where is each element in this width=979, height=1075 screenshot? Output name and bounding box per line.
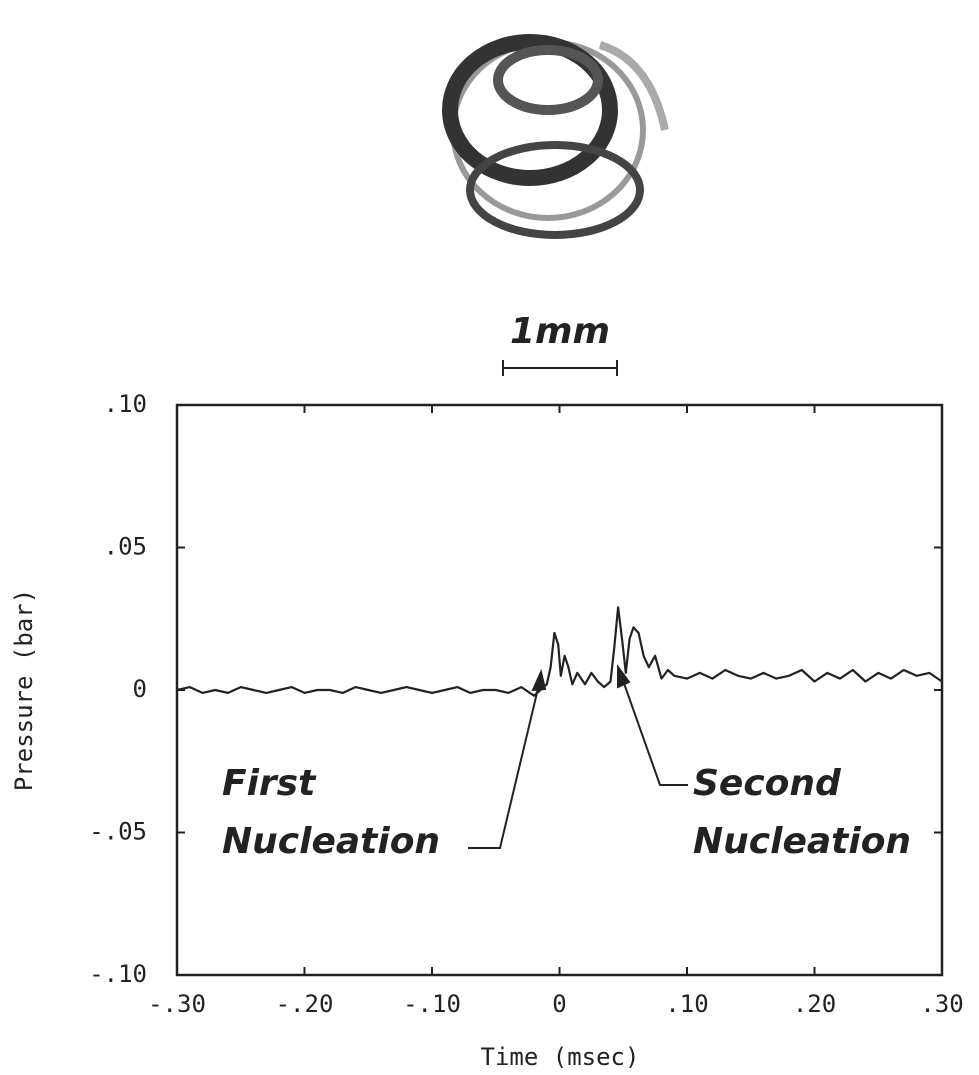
y-tick-label: .10: [104, 390, 147, 418]
y-tick-label: .05: [104, 533, 147, 561]
y-tick-label: 0: [133, 675, 147, 703]
plot-frame: [175, 403, 944, 977]
annotation: First: [222, 763, 317, 804]
annotation: Nucleation: [693, 821, 911, 862]
data-line: [176, 606, 943, 697]
x-tick-label: 0: [552, 990, 566, 1018]
y-tick-label: -.10: [89, 960, 147, 988]
y-axis-label: Pressure (bar): [10, 589, 38, 791]
x-tick-label: -.10: [403, 990, 461, 1018]
x-tick-label: -.30: [148, 990, 206, 1018]
arrows: [468, 663, 688, 849]
x-tick-label: .20: [793, 990, 836, 1018]
y-tick-label: -.05: [89, 818, 147, 846]
annotation: Second: [693, 763, 842, 804]
x-tick-label: .10: [665, 990, 708, 1018]
x-tick-label: -.20: [276, 990, 334, 1018]
x-axis-label: Time (msec): [481, 1043, 640, 1071]
bubble-image: [442, 34, 669, 239]
x-tick-label: .30: [920, 990, 963, 1018]
annotation: Nucleation: [222, 821, 440, 862]
scale-label: 1mm: [510, 311, 610, 352]
